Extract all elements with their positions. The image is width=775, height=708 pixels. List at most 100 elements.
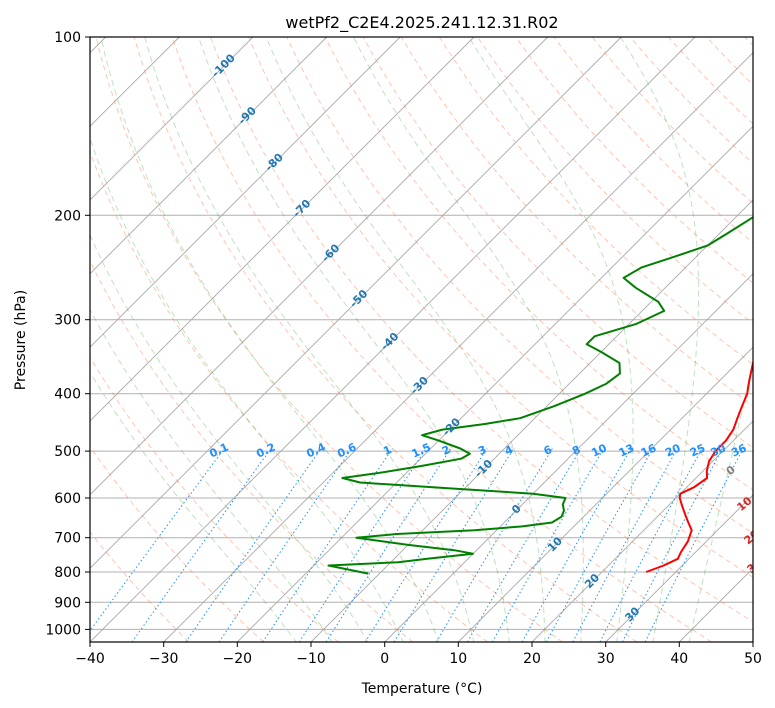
- mixing-ratio-label: 1.5: [410, 441, 433, 461]
- isotherm-line: [90, 37, 696, 642]
- dry-adiabat-line: [90, 445, 264, 642]
- dry-adiabat-line: [400, 37, 753, 407]
- dry-adiabat-line: [553, 37, 753, 244]
- x-tick-label: 30: [597, 651, 615, 667]
- dewpoint-line: [327, 216, 753, 575]
- temperature-line: [645, 359, 753, 573]
- moist-adiabat-line: [468, 37, 634, 642]
- mixing-ratio-line: [621, 448, 723, 642]
- mixing-ratio-line: [521, 448, 632, 642]
- mixing-ratio-label: 16: [639, 441, 659, 459]
- mixing-ratio-line: [218, 448, 353, 642]
- x-tick-label: −40: [75, 651, 105, 667]
- moist-adiabat-line: [90, 136, 404, 642]
- isotherm-label: -50: [347, 287, 370, 310]
- dry-adiabat-label: 10: [734, 494, 754, 514]
- mixing-ratio-label: 20: [663, 441, 683, 459]
- dry-adiabat-label: 20: [742, 527, 762, 547]
- moist-adiabat-line: [90, 233, 369, 642]
- dry-adiabat-line: [133, 37, 638, 642]
- mixing-ratio-label: 0.4: [304, 440, 327, 460]
- y-tick-label: 400: [54, 387, 81, 403]
- isotherm-line: [752, 641, 753, 642]
- x-tick-label: −10: [296, 651, 326, 667]
- chart-title: wetPf2_C2E4.2025.241.12.31.R02: [285, 13, 558, 33]
- moist-adiabat-line: [90, 371, 297, 642]
- x-tick-label: 40: [670, 651, 688, 667]
- dry-adiabat-line: [324, 37, 753, 491]
- y-tick-label: 700: [54, 531, 81, 547]
- moist-adiabat-line: [90, 308, 333, 642]
- isotherm-label: -10: [472, 457, 495, 480]
- isotherm-label: 0: [509, 502, 524, 517]
- isotherm-line: [163, 52, 753, 642]
- mixing-ratio-label: 1: [381, 443, 393, 458]
- x-axis-label: Temperature (°C): [361, 681, 483, 697]
- isotherm-label: -40: [378, 330, 401, 353]
- isotherm-line: [678, 567, 753, 642]
- y-tick-label: 200: [54, 208, 81, 224]
- mixing-ratio-label: 8: [570, 443, 582, 458]
- isotherm-label: -100: [209, 51, 238, 80]
- isotherm-label: -90: [236, 104, 259, 127]
- data-layer: [327, 216, 753, 575]
- mixing-ratio-line: [599, 448, 703, 642]
- dry-adiabat-line: [591, 37, 753, 204]
- isotherm-line: [310, 199, 753, 642]
- dry-adiabat-line: [90, 531, 190, 642]
- isotherm-line: [457, 346, 753, 642]
- dry-adiabat-line: [210, 37, 753, 623]
- isotherm-line: [90, 37, 401, 348]
- mixing-ratio-line: [393, 448, 515, 642]
- moist-adiabat-line: [688, 358, 753, 642]
- mixing-ratio-line: [298, 448, 427, 642]
- mixing-ratio-line: [467, 448, 582, 642]
- mixing-ratio-label: 0.1: [207, 441, 230, 461]
- isotherm-line: [90, 37, 622, 569]
- tick-layer: −40 −30 −20 −10 0 10 20 30 40 5010020030040050060…: [45, 30, 762, 667]
- mixing-ratio-label: 13: [617, 441, 636, 459]
- mixing-ratio-line: [185, 448, 322, 642]
- dry-adiabat-label: 0: [724, 463, 738, 478]
- mixing-ratio-line: [435, 448, 553, 642]
- dry-adiabat-line: [90, 355, 339, 642]
- dry-adiabat-line: [95, 37, 563, 642]
- mixing-ratio-label: 4: [503, 443, 516, 458]
- moist-adiabat-line: [144, 37, 475, 642]
- y-tick-label: 1000: [45, 622, 81, 638]
- moist-adiabat-line: [265, 37, 546, 642]
- mixing-ratio-line: [90, 448, 225, 632]
- isotherm-line: [90, 37, 254, 201]
- dry-adiabat-line: [90, 259, 414, 642]
- moist-adiabat-line: [198, 37, 510, 642]
- x-tick-label: 10: [449, 651, 467, 667]
- isotherm-line: [531, 420, 753, 642]
- y-tick-label: 800: [54, 565, 81, 581]
- grid-layer: [90, 37, 753, 642]
- x-tick-label: 0: [380, 651, 389, 667]
- isotherm-label: -80: [263, 150, 286, 173]
- isotherm-label: 30: [622, 604, 642, 624]
- dry-adiabat-line: [706, 37, 753, 86]
- mixing-ratio-label: 30: [709, 441, 729, 459]
- x-tick-label: 50: [744, 651, 762, 667]
- isotherm-line: [236, 125, 753, 642]
- moist-adiabat-line: [620, 37, 700, 642]
- isotherm-line: [90, 37, 549, 496]
- x-tick-label: −20: [223, 651, 253, 667]
- dry-adiabat-line: [90, 150, 488, 642]
- dry-adiabat-line: [362, 37, 753, 449]
- y-tick-label: 500: [54, 444, 81, 460]
- y-tick-label: 300: [54, 313, 81, 329]
- dry-adiabat-line: [438, 37, 753, 365]
- x-tick-label: −30: [149, 651, 179, 667]
- dry-adiabat-label: 30: [744, 556, 764, 576]
- mixing-ratio-label: 25: [688, 441, 707, 459]
- dry-adiabat-line: [668, 37, 753, 125]
- y-tick-label: 100: [54, 30, 81, 46]
- isotherm-line: [90, 37, 475, 422]
- y-tick-label: 600: [54, 491, 81, 507]
- mixing-ratio-line: [545, 448, 654, 642]
- isotherm-label: -70: [290, 197, 313, 220]
